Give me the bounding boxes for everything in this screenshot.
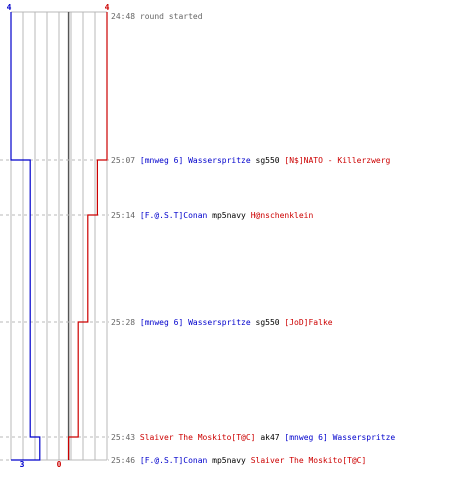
round-started-label: round started xyxy=(140,12,203,21)
red-score-top: 4 xyxy=(105,3,110,12)
timeline-row-event: 25:07 [mnweg 6] Wasserspritze sg550 [N$]… xyxy=(111,156,391,165)
victim-name: [mnweg 6] Wasserspritze xyxy=(284,433,395,442)
victim-name: [JoD]Falke xyxy=(284,318,332,327)
timeline-row-event: 25:46 [F.@.S.T]Conan mp5navy Slaiver The… xyxy=(111,456,366,465)
weapon-name: ak47 xyxy=(260,433,284,442)
killer-name: [F.@.S.T]Conan xyxy=(140,456,212,465)
victim-name: Slaiver The Moskito[T@C] xyxy=(251,456,367,465)
weapon-name: mp5navy xyxy=(212,211,251,220)
killer-name: [F.@.S.T]Conan xyxy=(140,211,212,220)
timeline-row-event: 25:43 Slaiver The Moskito[T@C] ak47 [mnw… xyxy=(111,433,395,442)
weapon-name: sg550 xyxy=(256,318,285,327)
victim-name: [N$]NATO - Killerzwerg xyxy=(284,156,390,165)
blue-team-score-line xyxy=(10,12,41,461)
blue-score-top: 4 xyxy=(7,3,12,12)
killer-name: [mnweg 6] Wasserspritze xyxy=(140,318,256,327)
timeline-row-start: 24:48 round started xyxy=(111,12,203,21)
event-time: 25:43 xyxy=(111,433,140,442)
killer-name: Slaiver The Moskito[T@C] xyxy=(140,433,260,442)
event-time: 25:28 xyxy=(111,318,140,327)
red-score-bottom: 0 xyxy=(57,460,62,469)
weapon-name: mp5navy xyxy=(212,456,251,465)
weapon-name: sg550 xyxy=(256,156,285,165)
victim-name: H@nschenklein xyxy=(251,211,314,220)
timeline-row-event: 25:28 [mnweg 6] Wasserspritze sg550 [JoD… xyxy=(111,318,333,327)
blue-score-bottom: 3 xyxy=(20,460,25,469)
timeline-row-event: 25:14 [F.@.S.T]Conan mp5navy H@nschenkle… xyxy=(111,211,313,220)
event-time: 24:48 xyxy=(111,12,140,21)
killer-name: [mnweg 6] Wasserspritze xyxy=(140,156,256,165)
red-team-score-line xyxy=(68,12,108,460)
event-time: 25:07 xyxy=(111,156,140,165)
event-time: 25:46 xyxy=(111,456,140,465)
event-time: 25:14 xyxy=(111,211,140,220)
